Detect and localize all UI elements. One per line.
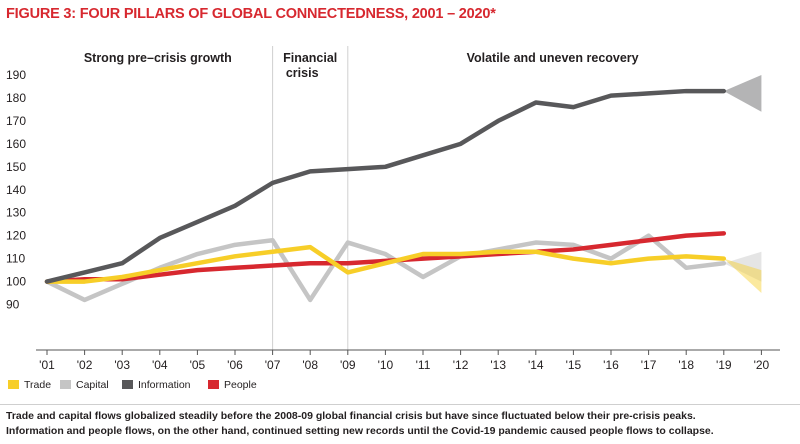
x-tick-label: '13 <box>490 358 506 372</box>
x-tick-label: '06 <box>227 358 243 372</box>
phase-label-growth: Strong pre–crisis growth <box>84 51 232 65</box>
phase-label-recovery: Volatile and uneven recovery <box>467 51 639 65</box>
phase-label-crisis-line1: Financial <box>283 51 337 65</box>
legend-label-information: Information <box>138 379 191 391</box>
x-tick-label: '18 <box>678 358 694 372</box>
series-line-information <box>44 88 727 284</box>
x-tick-label: '03 <box>114 358 130 372</box>
y-tick-label: 190 <box>6 68 26 82</box>
legend-swatch-trade <box>8 380 19 389</box>
x-tick-label: '11 <box>416 358 431 372</box>
y-tick-label: 150 <box>6 160 26 174</box>
legend-label-people: People <box>224 379 257 391</box>
legend-label-trade: Trade <box>24 379 51 391</box>
x-tick-label: '15 <box>566 358 582 372</box>
legend-swatch-information <box>122 380 133 389</box>
caption-line-2: Information and people flows, on the oth… <box>6 424 714 437</box>
x-tick-label: '14 <box>528 358 544 372</box>
x-tick-label: '05 <box>190 358 206 372</box>
series-line-trade <box>44 244 727 284</box>
x-tick-label: '04 <box>152 358 168 372</box>
forecast-fan-information <box>723 75 762 112</box>
legend-swatch-capital <box>60 380 71 389</box>
figure-caption: Trade and capital flows globalized stead… <box>6 409 796 438</box>
caption-line-1: Trade and capital flows globalized stead… <box>6 410 696 422</box>
x-tick-label: '01 <box>39 358 55 372</box>
forecast-fan-trade <box>723 258 762 294</box>
y-tick-label: 140 <box>6 183 26 197</box>
x-tick-label: '09 <box>340 358 356 372</box>
x-tick-label: '17 <box>641 358 657 372</box>
y-tick-label: 110 <box>6 252 25 266</box>
x-tick-label: '02 <box>77 358 93 372</box>
figure-title: FIGURE 3: FOUR PILLARS OF GLOBAL CONNECT… <box>6 6 496 22</box>
y-tick-label: 160 <box>6 137 26 151</box>
x-tick-label: '12 <box>453 358 469 372</box>
legend-label-capital: Capital <box>76 379 109 391</box>
caption-divider <box>0 404 800 405</box>
x-tick-label: '20 <box>754 358 770 372</box>
y-tick-label: 100 <box>6 275 26 289</box>
x-tick-label: '16 <box>603 358 619 372</box>
y-tick-label: 90 <box>6 298 20 312</box>
y-tick-label: 170 <box>6 114 26 128</box>
chart-area: Strong pre–crisis growth Financial crisis V… <box>0 32 800 404</box>
x-tick-label: '08 <box>302 358 318 372</box>
y-tick-label: 180 <box>6 91 26 105</box>
series-line-capital <box>44 233 727 303</box>
y-tick-label: 120 <box>6 229 26 243</box>
x-tick-label: '19 <box>716 358 732 372</box>
forecast-fan-capital <box>723 251 762 282</box>
legend-swatch-people <box>208 380 219 389</box>
y-tick-label: 130 <box>6 206 26 220</box>
x-tick-label: '07 <box>265 358 281 372</box>
phase-label-crisis-line2: crisis <box>286 66 319 80</box>
x-tick-label: '10 <box>378 358 394 372</box>
